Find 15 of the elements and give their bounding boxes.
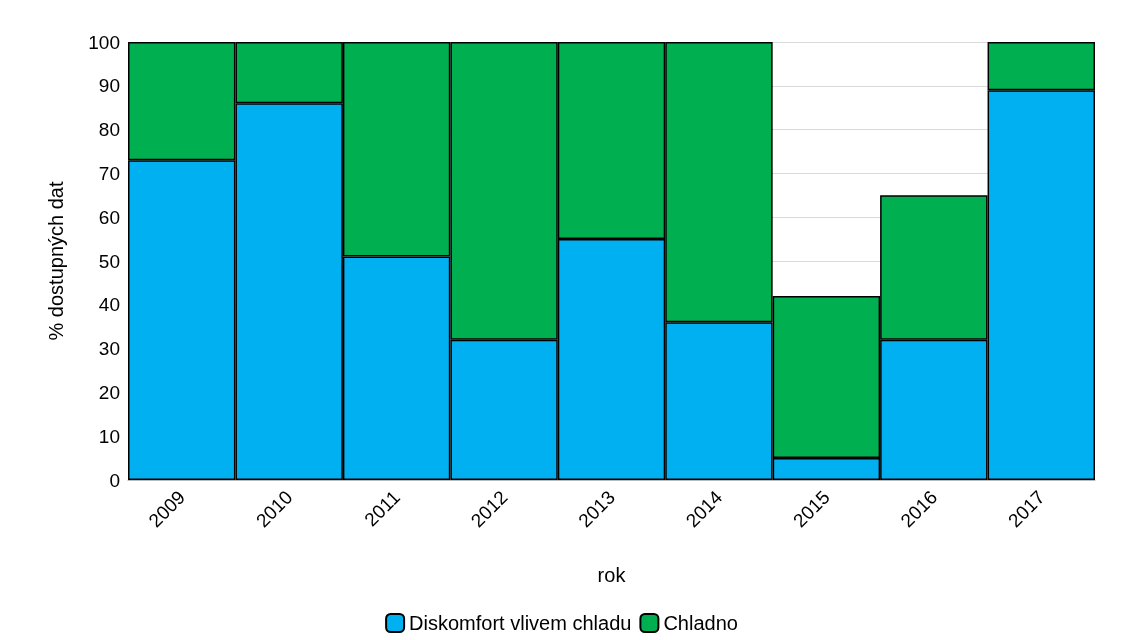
y-tick-label: 20 — [98, 381, 120, 403]
y-tick-label: 80 — [98, 119, 120, 141]
y-tick-label: 10 — [98, 425, 120, 447]
y-tick-label: 70 — [98, 162, 120, 184]
y-tick-label: 40 — [98, 294, 120, 316]
y-tick-label: 50 — [98, 250, 120, 272]
y-axis-title: % dostupných dat — [45, 181, 67, 341]
y-tick-label: 0 — [109, 469, 120, 491]
y-tick-label: 100 — [88, 31, 120, 53]
y-tick-label: 60 — [98, 206, 120, 228]
x-axis-title: rok — [597, 564, 627, 586]
y-tick-label: 90 — [98, 75, 120, 97]
legend-label: Diskomfort vlivem chladu — [409, 612, 632, 634]
y-tick-label: 30 — [98, 338, 120, 360]
legend-label: Chladno — [663, 612, 738, 634]
